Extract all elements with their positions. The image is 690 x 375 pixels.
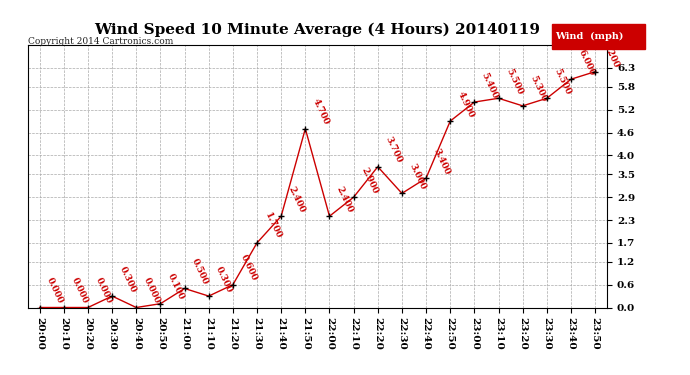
Text: 0.100: 0.100: [166, 272, 186, 302]
Text: 6.000: 6.000: [577, 48, 597, 77]
Text: 0.000: 0.000: [142, 276, 161, 305]
Text: 4.700: 4.700: [311, 98, 331, 126]
Text: 0.500: 0.500: [190, 257, 210, 286]
Text: 0.000: 0.000: [70, 276, 89, 305]
Text: 0.300: 0.300: [215, 265, 235, 294]
Text: 3.400: 3.400: [432, 147, 452, 176]
Text: 0.000: 0.000: [46, 276, 65, 305]
Text: Copyright 2014 Cartronics.com: Copyright 2014 Cartronics.com: [28, 38, 173, 46]
Text: 5.300: 5.300: [529, 74, 549, 104]
Text: 5.400: 5.400: [480, 71, 500, 100]
Text: 0.000: 0.000: [94, 276, 113, 305]
Text: 4.900: 4.900: [456, 90, 476, 119]
Text: 2.900: 2.900: [359, 166, 380, 195]
Text: 6.200: 6.200: [601, 40, 621, 69]
Text: 2.400: 2.400: [287, 185, 307, 214]
Text: 3.000: 3.000: [408, 162, 428, 191]
Text: 5.500: 5.500: [504, 67, 524, 96]
Text: 0.300: 0.300: [118, 265, 138, 294]
Text: 0.600: 0.600: [239, 254, 259, 282]
Text: 2.400: 2.400: [335, 185, 355, 214]
Text: Wind Speed 10 Minute Average (4 Hours) 20140119: Wind Speed 10 Minute Average (4 Hours) 2…: [95, 22, 540, 37]
Text: 5.500: 5.500: [553, 67, 573, 96]
Text: Wind  (mph): Wind (mph): [555, 32, 624, 41]
Text: 3.700: 3.700: [384, 135, 404, 165]
Text: 1.700: 1.700: [263, 211, 283, 241]
